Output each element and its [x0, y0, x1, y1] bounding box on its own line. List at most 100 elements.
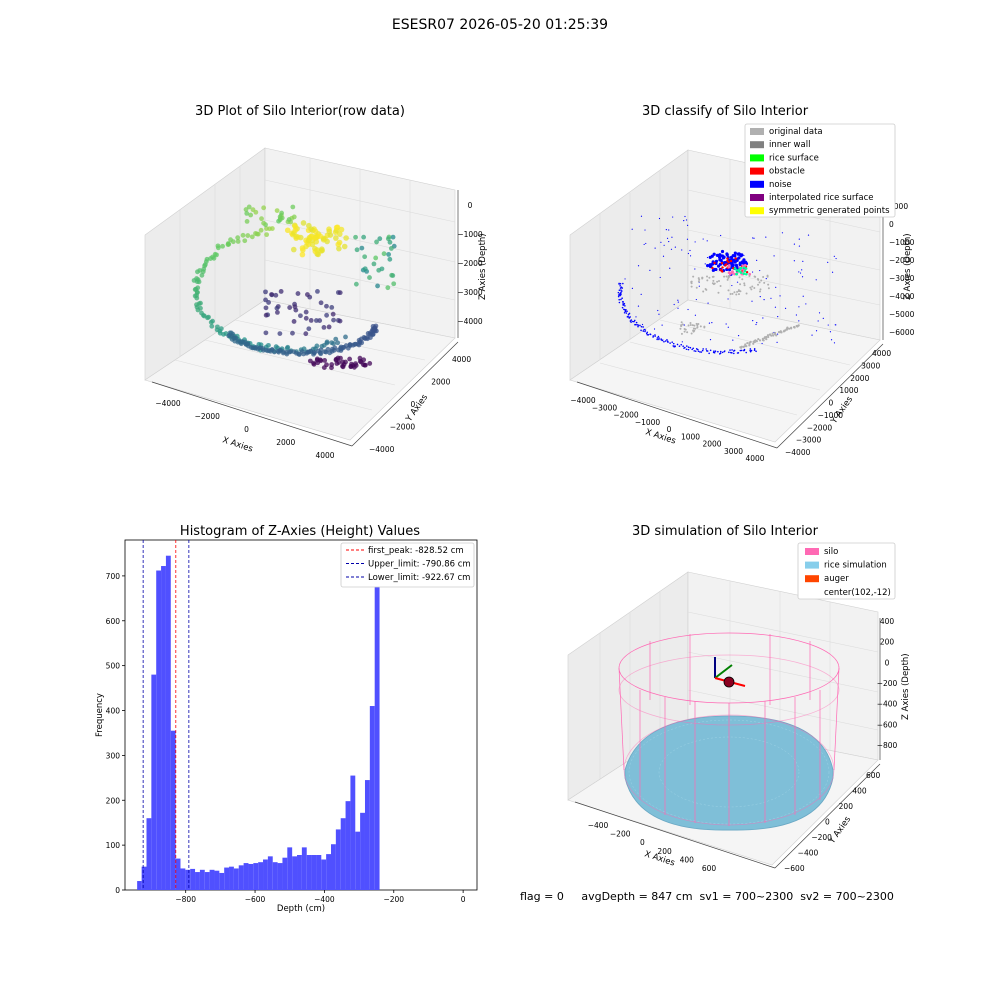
data-point [733, 251, 737, 255]
data-point [831, 271, 834, 273]
data-point [830, 339, 833, 341]
data-point [274, 208, 280, 214]
legend-label: rice surface [769, 153, 819, 163]
data-point [761, 338, 764, 342]
data-point [322, 236, 328, 242]
data-point [658, 337, 660, 339]
data-point [798, 271, 800, 273]
data-point [304, 292, 310, 297]
data-point [815, 279, 817, 281]
plot3-ylabel: Frequency [95, 693, 105, 737]
data-point [735, 272, 738, 276]
data-point [313, 235, 319, 241]
histogram-bar [224, 867, 230, 890]
data-point [775, 286, 777, 288]
data-point [749, 286, 752, 289]
data-point [761, 342, 763, 345]
data-point [649, 333, 651, 335]
data-point [745, 345, 748, 348]
data-point [691, 324, 694, 327]
data-point [667, 341, 669, 343]
data-point [658, 217, 661, 220]
data-point [629, 316, 631, 318]
plot1-points [191, 204, 397, 371]
data-point [697, 277, 700, 280]
data-point [709, 349, 712, 352]
data-point [654, 247, 656, 249]
data-point [707, 302, 709, 304]
data-point [733, 272, 736, 276]
data-point [687, 324, 690, 327]
data-point [324, 312, 330, 318]
x-tick-label: 1000 [681, 432, 700, 441]
histogram-bar [146, 818, 152, 890]
data-point [341, 243, 348, 250]
data-point [261, 205, 267, 211]
data-point [619, 282, 622, 285]
data-point [743, 284, 746, 287]
histogram-bar [233, 868, 239, 890]
data-point [333, 224, 340, 231]
x-tick-label: 600 [702, 864, 717, 873]
data-point [645, 332, 648, 335]
histogram-bar [219, 872, 225, 890]
data-point [807, 234, 810, 236]
data-point [305, 349, 311, 355]
data-point [261, 220, 267, 226]
data-point [337, 318, 343, 324]
data-point [727, 261, 730, 264]
data-point [624, 310, 627, 313]
data-point [753, 237, 755, 239]
data-point [741, 278, 744, 281]
data-point [736, 281, 739, 283]
data-point [201, 313, 207, 319]
data-point [291, 319, 297, 324]
histogram-bar [321, 859, 327, 890]
data-point [299, 251, 306, 258]
plot3-bars [137, 555, 380, 890]
data-point [278, 289, 284, 294]
plot2-zlabel: Z Axies (Depth) [903, 233, 913, 300]
z-tick-label: −400 [877, 700, 898, 709]
figure-title: ESESR07 2026-05-20 01:25:39 [391, 17, 609, 33]
data-point [719, 352, 722, 354]
z-tick-label: 0 [468, 201, 473, 210]
histogram-bar [301, 847, 307, 890]
data-point [250, 207, 256, 213]
z-tick-label: −1000 [889, 238, 915, 247]
data-point [695, 298, 697, 301]
data-point [641, 323, 644, 326]
legend-label: inner wall [769, 140, 810, 150]
data-point [637, 324, 640, 326]
data-point [633, 319, 636, 322]
data-point [333, 235, 339, 241]
data-point [642, 326, 644, 328]
data-point [690, 282, 693, 285]
plot3-x-ticks: −800 −600 −400 −200 0 [175, 890, 466, 904]
data-point [343, 343, 349, 349]
data-point [716, 280, 719, 283]
data-point [719, 285, 722, 288]
data-point [723, 350, 726, 352]
data-point [694, 314, 696, 316]
data-point [683, 324, 685, 326]
data-point [379, 266, 385, 272]
data-point [679, 327, 682, 330]
data-point [734, 257, 737, 260]
data-point [673, 303, 675, 306]
data-point [631, 287, 634, 289]
data-point [375, 283, 380, 289]
legend-swatch [805, 548, 819, 555]
data-point [623, 308, 625, 311]
data-point [706, 240, 708, 242]
data-point [777, 331, 781, 334]
data-point [286, 217, 292, 222]
plot4-z-ticks: 400 200 0 −200 −400 −600 −800 [877, 617, 898, 750]
data-point [324, 303, 329, 309]
data-point [793, 326, 796, 329]
data-point [684, 328, 687, 331]
data-point [695, 286, 698, 289]
data-point [706, 279, 709, 282]
data-point [777, 316, 779, 318]
data-point [765, 335, 768, 339]
